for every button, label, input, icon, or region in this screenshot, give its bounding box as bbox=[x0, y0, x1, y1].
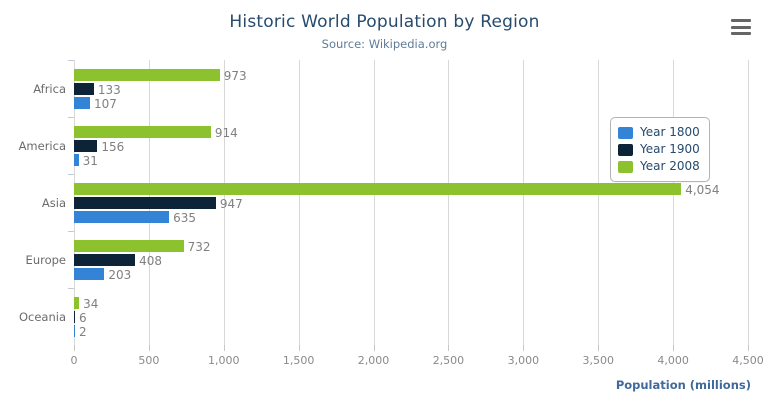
bar-america-year-1900[interactable] bbox=[74, 139, 98, 152]
x-tick bbox=[148, 345, 150, 351]
x-tick-label: 0 bbox=[70, 354, 78, 367]
gridline bbox=[673, 60, 675, 345]
bar-value-label: 914 bbox=[214, 125, 238, 140]
bar-europe-year-2008[interactable] bbox=[74, 239, 184, 252]
legend-label-year-2008: Year 2008 bbox=[640, 159, 700, 173]
bar-africa-year-1900[interactable] bbox=[74, 82, 94, 95]
bar-asia-year-1900[interactable] bbox=[74, 196, 216, 209]
x-tick-label: 500 bbox=[138, 354, 160, 367]
bar-value-label: 203 bbox=[108, 267, 132, 282]
legend-item-year-2008[interactable]: Year 2008 bbox=[618, 158, 700, 175]
gridline bbox=[373, 60, 375, 345]
gridline bbox=[523, 60, 525, 345]
y-tick bbox=[68, 288, 74, 289]
bar-value-label: 635 bbox=[173, 210, 196, 225]
legend-swatch-year-2008 bbox=[618, 160, 633, 173]
hamburger-menu-icon[interactable] bbox=[731, 19, 751, 35]
chart-subtitle: Source: Wikipedia.org bbox=[321, 37, 448, 51]
x-tick-label: 1,000 bbox=[208, 354, 240, 367]
bar-value-label: 34 bbox=[83, 296, 99, 311]
hamburger-bar-3 bbox=[731, 32, 751, 35]
legend-item-year-1900[interactable]: Year 1900 bbox=[618, 141, 700, 158]
x-tick bbox=[673, 345, 675, 351]
bar-america-year-1800[interactable] bbox=[74, 153, 79, 166]
bar-africa-year-2008[interactable] bbox=[74, 68, 220, 81]
legend-item-year-1800[interactable]: Year 1800 bbox=[618, 124, 700, 141]
bar-europe-year-1900[interactable] bbox=[74, 253, 136, 266]
bar-value-label: 6 bbox=[79, 310, 87, 325]
x-tick bbox=[748, 345, 749, 351]
x-tick bbox=[223, 345, 225, 351]
category-label-asia: Asia bbox=[41, 195, 66, 210]
x-tick bbox=[298, 345, 300, 351]
bar-oceania-year-1900[interactable] bbox=[74, 310, 75, 323]
y-tick bbox=[68, 60, 74, 61]
x-tick-label: 1,500 bbox=[282, 354, 315, 367]
bar-africa-year-1800[interactable] bbox=[74, 96, 91, 109]
category-label-europe: Europe bbox=[25, 252, 66, 267]
x-tick bbox=[448, 345, 450, 351]
category-label-africa: Africa bbox=[33, 81, 66, 96]
x-tick bbox=[598, 345, 600, 351]
y-tick bbox=[68, 117, 74, 118]
category-label-oceania: Oceania bbox=[18, 309, 66, 324]
x-tick bbox=[523, 345, 525, 351]
hamburger-bar-2 bbox=[731, 25, 751, 29]
legend-swatch-year-1800 bbox=[618, 126, 633, 139]
bar-value-label: 408 bbox=[139, 253, 162, 268]
x-tick-label: 3,000 bbox=[507, 354, 540, 367]
gridline bbox=[298, 60, 300, 345]
bar-value-label: 732 bbox=[187, 239, 211, 254]
x-tick-label: 2,000 bbox=[357, 354, 390, 367]
category-label-america: America bbox=[18, 138, 66, 153]
chart-legend[interactable]: Year 1800 Year 1900 Year 2008 bbox=[610, 117, 710, 182]
legend-label-year-1800: Year 1800 bbox=[640, 125, 700, 139]
chart-title: Historic World Population by Region bbox=[229, 12, 540, 32]
bar-value-label: 973 bbox=[223, 68, 247, 83]
bar-asia-year-1800[interactable] bbox=[74, 210, 170, 223]
x-axis-title: Population (millions) bbox=[615, 378, 751, 392]
bar-oceania-year-2008[interactable] bbox=[74, 296, 80, 309]
bar-value-label: 947 bbox=[219, 196, 243, 211]
bar-value-label: 107 bbox=[94, 96, 117, 111]
bar-value-label: 156 bbox=[101, 139, 125, 154]
gridline bbox=[223, 60, 225, 345]
bar-value-label: 4,054 bbox=[685, 182, 720, 197]
y-tick bbox=[68, 231, 74, 232]
bar-europe-year-1800[interactable] bbox=[74, 267, 105, 280]
x-tick-label: 4,500 bbox=[732, 354, 764, 367]
hamburger-bar-1 bbox=[731, 19, 751, 22]
bar-america-year-2008[interactable] bbox=[74, 125, 211, 138]
x-tick-label: 3,500 bbox=[582, 354, 614, 367]
gridline bbox=[448, 60, 450, 345]
legend-swatch-year-1900 bbox=[618, 143, 633, 156]
x-tick bbox=[373, 345, 375, 351]
x-tick-label: 4,000 bbox=[657, 354, 689, 367]
x-tick bbox=[74, 345, 75, 351]
bar-value-label: 133 bbox=[97, 82, 121, 97]
bar-value-label: 2 bbox=[79, 324, 87, 339]
bar-value-label: 31 bbox=[82, 153, 98, 168]
y-tick bbox=[68, 174, 74, 175]
x-tick-label: 2,500 bbox=[432, 354, 465, 367]
legend-label-year-1900: Year 1900 bbox=[640, 142, 700, 156]
gridline bbox=[748, 60, 749, 345]
bar-oceania-year-1800[interactable] bbox=[74, 324, 75, 337]
bar-asia-year-2008[interactable] bbox=[74, 182, 682, 195]
gridline bbox=[598, 60, 600, 345]
